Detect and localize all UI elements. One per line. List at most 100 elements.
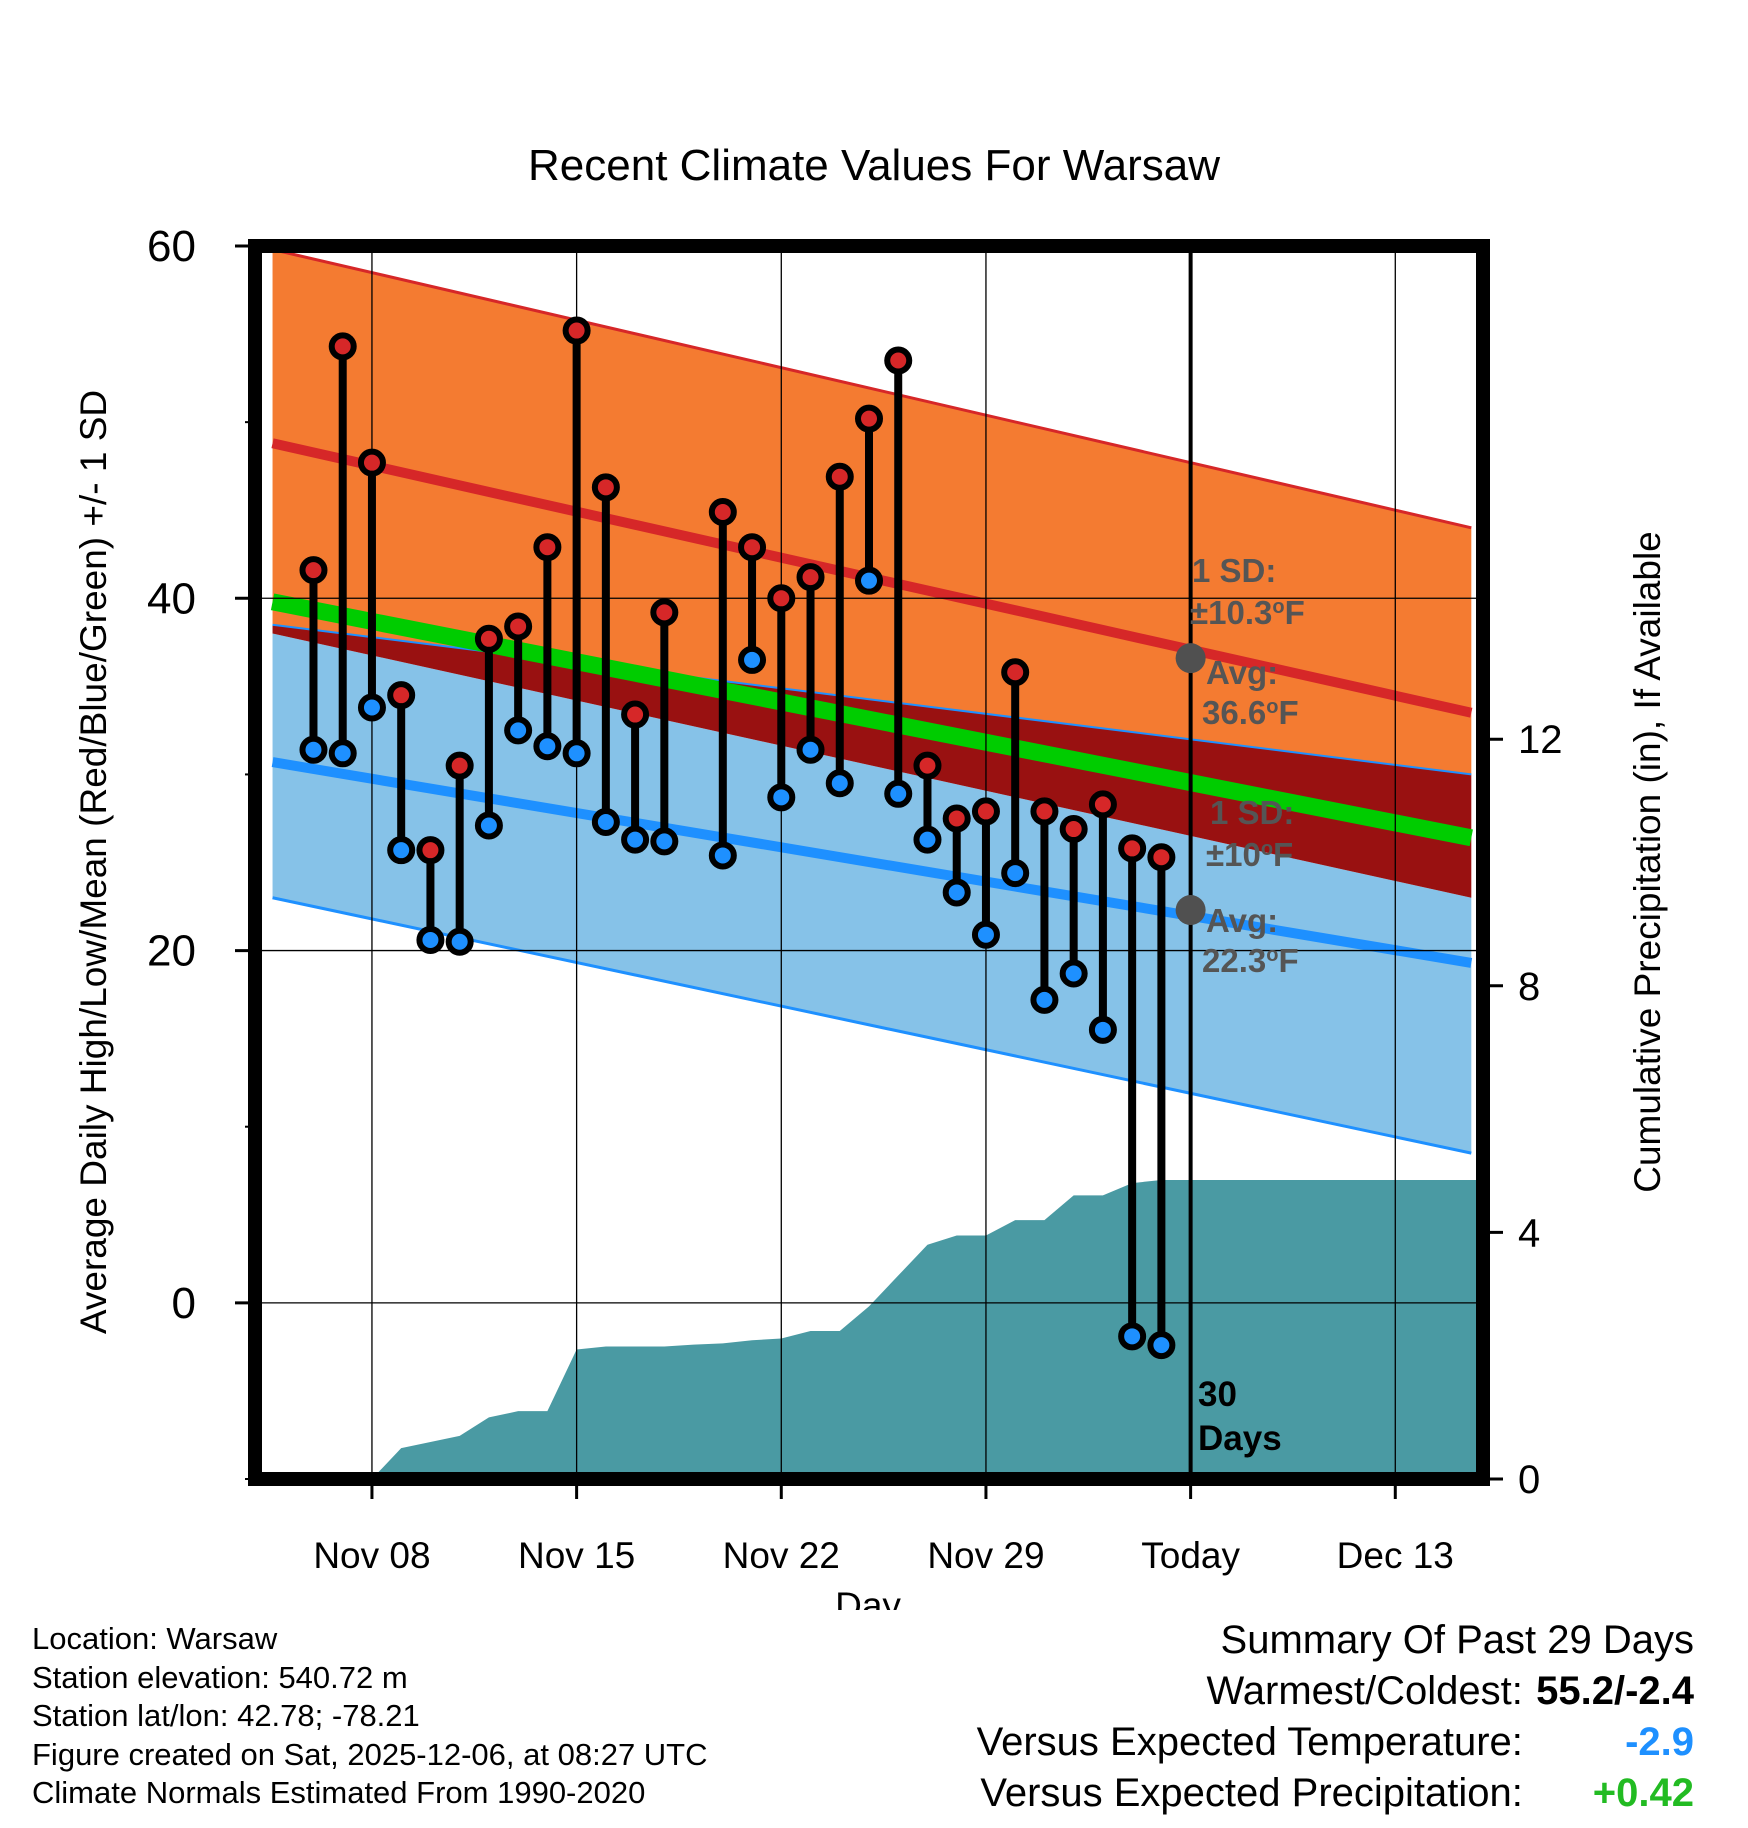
summary-precip-value: +0.42 <box>1592 1771 1694 1815</box>
y-tick-label: 20 <box>147 927 196 976</box>
info-location: Location: Warsaw <box>32 1621 278 1656</box>
x-tick-label: Nov 22 <box>723 1535 840 1576</box>
info-elevation: Station elevation: 540.72 m <box>32 1659 408 1695</box>
daily-high-marker <box>387 681 416 710</box>
daily-high-marker <box>416 836 445 865</box>
y2-tick-label: 12 <box>1518 718 1563 762</box>
overlap-band <box>272 624 1472 898</box>
daily-low-marker <box>533 732 562 761</box>
daily-low-marker <box>825 769 854 798</box>
x-tick-label: Dec 13 <box>1337 1535 1454 1576</box>
daily-low-marker <box>650 827 679 856</box>
daily-low-marker <box>1118 1322 1147 1351</box>
climate-chart: Recent Climate Values For Warsaw 1 SD: ±1… <box>73 141 1668 1610</box>
daily-high-marker <box>357 448 386 477</box>
y2-tick-label: 4 <box>1518 1211 1540 1255</box>
summary-warm-value: 55.2/-2.4 <box>1536 1669 1694 1713</box>
high-sd-value: ±10.3oF <box>1190 594 1305 631</box>
chart-title: Recent Climate Values For Warsaw <box>528 141 1220 190</box>
daily-high-marker <box>796 563 825 592</box>
daily-high-marker <box>504 612 533 641</box>
low-avg-dot <box>1175 895 1206 926</box>
daily-low-marker <box>971 920 1000 949</box>
daily-high-marker <box>299 556 328 585</box>
daily-high-marker <box>328 332 357 361</box>
station-info: Location: Warsaw Station elevation: 540.… <box>32 1620 708 1813</box>
daily-low-marker <box>796 735 825 764</box>
info-latlon: Station lat/lon: 42.78; -78.21 <box>32 1698 420 1733</box>
summary-warm-label: Warmest/Coldest: <box>1206 1669 1523 1713</box>
plot-frame <box>248 239 1490 1486</box>
daily-high-marker <box>825 462 854 491</box>
daily-high-marker <box>855 404 883 433</box>
days-word: Days <box>1198 1419 1282 1458</box>
y2-tick-label: 8 <box>1518 965 1540 1009</box>
daily-low-marker <box>942 878 971 907</box>
daily-high-marker <box>1059 815 1088 844</box>
summary-temp-value: -2.9 <box>1625 1720 1694 1764</box>
daily-high-marker <box>884 346 913 375</box>
daily-high-marker <box>942 804 971 833</box>
x-tick-label: Nov 15 <box>518 1535 635 1576</box>
mean-line <box>270 593 1473 847</box>
high-avg-label: Avg: <box>1206 654 1278 691</box>
daily-low-marker <box>767 783 796 812</box>
daily-high-marker <box>1118 834 1147 863</box>
daily-high-marker <box>621 700 650 729</box>
high-avg-value: 36.6oF <box>1202 694 1299 731</box>
daily-low-marker <box>474 811 503 840</box>
daily-high-marker <box>562 316 591 345</box>
daily-high-marker <box>533 533 562 562</box>
daily-low-marker <box>1059 959 1088 988</box>
daily-high-marker <box>1088 790 1117 819</box>
low-mean-line <box>271 757 1473 968</box>
daily-low-marker <box>591 807 620 836</box>
daily-high-marker <box>591 473 620 502</box>
daily-low-marker <box>504 716 533 745</box>
y-tick-label: 0 <box>172 1279 196 1328</box>
y-tick-label: 60 <box>147 222 196 271</box>
daily-low-marker <box>562 739 591 768</box>
daily-high-marker <box>474 624 503 653</box>
summary-temp-label: Versus Expected Temperature: <box>976 1720 1523 1764</box>
daily-low-marker <box>738 645 767 674</box>
info-created: Figure created on Sat, 2025-12-06, at 08… <box>32 1736 708 1772</box>
days-number: 30 <box>1198 1375 1237 1414</box>
info-normals: Climate Normals Estimated From 1990-2020 <box>32 1775 646 1810</box>
daily-low-marker <box>621 825 650 854</box>
summary-warmest-coldest: Warmest/Coldest: 55.2/-2.4 <box>977 1666 1695 1717</box>
daily-low-marker <box>1147 1331 1176 1360</box>
y-axis-label: Average Daily High/Low/Mean (Red/Blue/Gr… <box>73 390 114 1334</box>
low-sd-title: 1 SD: <box>1210 794 1294 831</box>
daily-low-marker <box>357 693 386 722</box>
daily-low-marker <box>1030 985 1059 1014</box>
high-upper-line <box>272 248 1472 530</box>
daily-high-marker <box>738 533 767 562</box>
daily-low-marker <box>416 926 445 955</box>
high-avg-dot <box>1175 643 1206 674</box>
daily-low-marker <box>1001 859 1030 888</box>
daily-low-marker <box>1088 1015 1117 1044</box>
x-tick-label: Today <box>1141 1535 1240 1576</box>
y2-axis-label: Cumulative Precipitation (in), If Availa… <box>1627 531 1668 1193</box>
y2-tick-label: 0 <box>1518 1458 1540 1502</box>
daily-low-marker <box>708 841 737 870</box>
daily-high-marker <box>913 751 942 780</box>
summary-title: Summary Of Past 29 Days <box>1220 1618 1694 1662</box>
summary-precipitation: Versus Expected Precipitation: +0.42 <box>977 1768 1694 1819</box>
high-sd-title: 1 SD: <box>1192 552 1276 589</box>
x-tick-label: Nov 08 <box>313 1535 430 1576</box>
daily-high-marker <box>1001 658 1030 687</box>
daily-low-marker <box>884 779 913 808</box>
daily-low-marker <box>913 825 942 854</box>
daily-high-marker <box>1030 797 1059 826</box>
daily-high-marker <box>1147 843 1176 872</box>
daily-high-marker <box>971 797 1000 826</box>
precipitation-area <box>371 1179 1483 1479</box>
daily-low-marker <box>445 927 474 956</box>
x-axis-label: Day <box>835 1585 901 1610</box>
summary-panel: Summary Of Past 29 Days Warmest/Coldest:… <box>977 1615 1694 1819</box>
daily-low-marker <box>855 566 883 595</box>
daily-high-marker <box>650 598 679 627</box>
daily-high-marker <box>767 584 796 613</box>
